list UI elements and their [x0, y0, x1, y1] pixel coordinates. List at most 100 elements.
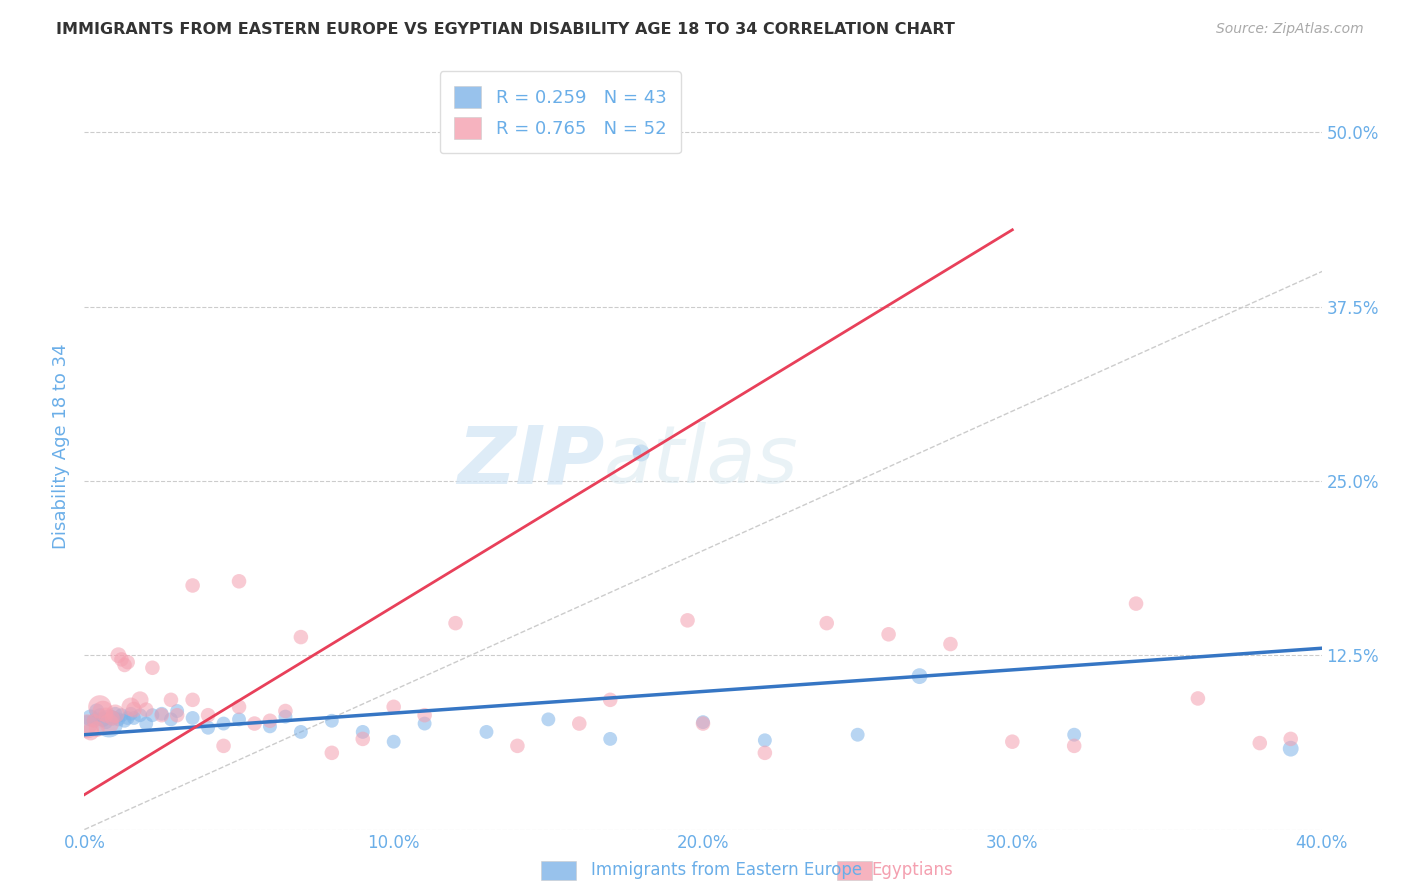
Point [197, 708, 219, 723]
Point [117, 655, 139, 669]
Point [160, 693, 183, 707]
Point [444, 616, 467, 631]
Text: ZIP: ZIP [457, 422, 605, 500]
Point [259, 719, 281, 733]
Point [692, 716, 714, 731]
Point [141, 661, 163, 675]
Point [413, 708, 436, 723]
Point [79, 725, 101, 739]
Point [630, 446, 652, 460]
Point [181, 693, 204, 707]
Point [91, 712, 114, 726]
Point [160, 712, 183, 726]
Point [228, 712, 250, 726]
Point [1187, 691, 1209, 706]
Point [475, 725, 498, 739]
Point [413, 716, 436, 731]
Point [1249, 736, 1271, 750]
Point [150, 708, 173, 723]
Point [141, 708, 163, 723]
Point [382, 699, 405, 714]
Point [228, 574, 250, 589]
Point [274, 704, 297, 718]
Point [352, 731, 374, 746]
Point [120, 699, 142, 714]
Point [692, 715, 714, 730]
Point [908, 669, 931, 683]
Point [877, 627, 900, 641]
Point [120, 706, 142, 721]
Point [1279, 731, 1302, 746]
Point [89, 708, 111, 723]
Point [290, 630, 312, 644]
Point [939, 637, 962, 651]
Point [676, 613, 699, 627]
Point [79, 711, 101, 725]
Point [76, 718, 98, 732]
Point [568, 716, 591, 731]
Point [117, 711, 139, 725]
Point [129, 708, 152, 723]
Point [321, 746, 343, 760]
Text: Source: ZipAtlas.com: Source: ZipAtlas.com [1216, 22, 1364, 37]
Point [110, 708, 132, 723]
Point [83, 714, 105, 728]
Point [274, 709, 297, 723]
Point [129, 693, 152, 707]
Point [135, 703, 157, 717]
Point [104, 706, 127, 721]
Point [1125, 597, 1147, 611]
Point [166, 708, 188, 723]
Point [76, 719, 98, 733]
Point [101, 711, 124, 725]
Point [107, 712, 129, 726]
Point [259, 714, 281, 728]
Point [98, 716, 121, 731]
Point [290, 725, 312, 739]
Point [1063, 739, 1085, 753]
Point [166, 704, 188, 718]
Point [846, 728, 869, 742]
Point [122, 703, 145, 717]
Point [506, 739, 529, 753]
Point [89, 699, 111, 714]
Point [1279, 741, 1302, 756]
Point [94, 715, 117, 730]
Point [101, 711, 124, 725]
Text: IMMIGRANTS FROM EASTERN EUROPE VS EGYPTIAN DISABILITY AGE 18 TO 34 CORRELATION C: IMMIGRANTS FROM EASTERN EUROPE VS EGYPTI… [56, 22, 955, 37]
Point [91, 704, 114, 718]
Point [150, 706, 173, 721]
Text: atlas: atlas [605, 422, 799, 500]
Point [114, 714, 136, 728]
Legend: R = 0.259   N = 43, R = 0.765   N = 52: R = 0.259 N = 43, R = 0.765 N = 52 [440, 71, 681, 153]
Point [537, 712, 560, 726]
Text: Egyptians: Egyptians [872, 861, 953, 879]
Point [815, 616, 838, 631]
Point [83, 714, 105, 728]
Point [212, 739, 235, 753]
Point [352, 725, 374, 739]
Point [86, 722, 108, 736]
Point [321, 714, 343, 728]
Point [122, 711, 145, 725]
Point [754, 746, 776, 760]
Point [382, 734, 405, 748]
Y-axis label: Disability Age 18 to 34: Disability Age 18 to 34 [52, 343, 70, 549]
Point [86, 704, 108, 718]
Point [181, 711, 204, 725]
Point [197, 721, 219, 735]
Point [243, 716, 266, 731]
Point [104, 706, 127, 721]
Point [1063, 728, 1085, 742]
Point [107, 648, 129, 663]
Point [228, 699, 250, 714]
Point [212, 716, 235, 731]
Point [94, 708, 117, 723]
Point [599, 693, 621, 707]
Text: Immigrants from Eastern Europe: Immigrants from Eastern Europe [591, 861, 862, 879]
Point [114, 657, 136, 672]
Point [599, 731, 621, 746]
Point [98, 716, 121, 731]
Point [135, 716, 157, 731]
Point [1001, 734, 1024, 748]
